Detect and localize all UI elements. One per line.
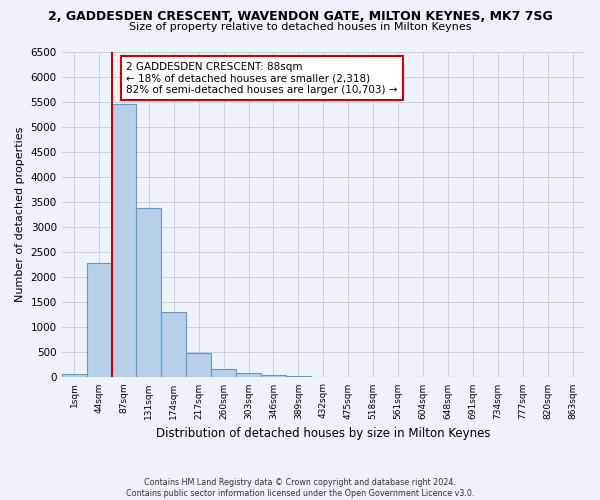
Bar bbox=[236, 374, 261, 378]
Bar bbox=[112, 104, 136, 378]
Text: Contains HM Land Registry data © Crown copyright and database right 2024.
Contai: Contains HM Land Registry data © Crown c… bbox=[126, 478, 474, 498]
Text: Size of property relative to detached houses in Milton Keynes: Size of property relative to detached ho… bbox=[129, 22, 471, 32]
Text: 2 GADDESDEN CRESCENT: 88sqm
← 18% of detached houses are smaller (2,318)
82% of : 2 GADDESDEN CRESCENT: 88sqm ← 18% of det… bbox=[127, 62, 398, 94]
Text: 2, GADDESDEN CRESCENT, WAVENDON GATE, MILTON KEYNES, MK7 7SG: 2, GADDESDEN CRESCENT, WAVENDON GATE, MI… bbox=[47, 10, 553, 23]
Bar bbox=[336, 377, 361, 378]
Bar bbox=[261, 374, 286, 378]
Bar bbox=[311, 376, 336, 378]
X-axis label: Distribution of detached houses by size in Milton Keynes: Distribution of detached houses by size … bbox=[156, 427, 491, 440]
Bar bbox=[286, 376, 311, 378]
Bar bbox=[86, 263, 112, 378]
Bar bbox=[136, 208, 161, 378]
Bar bbox=[186, 354, 211, 378]
Y-axis label: Number of detached properties: Number of detached properties bbox=[15, 127, 25, 302]
Bar bbox=[211, 369, 236, 378]
Bar bbox=[62, 374, 86, 378]
Bar bbox=[161, 312, 186, 378]
